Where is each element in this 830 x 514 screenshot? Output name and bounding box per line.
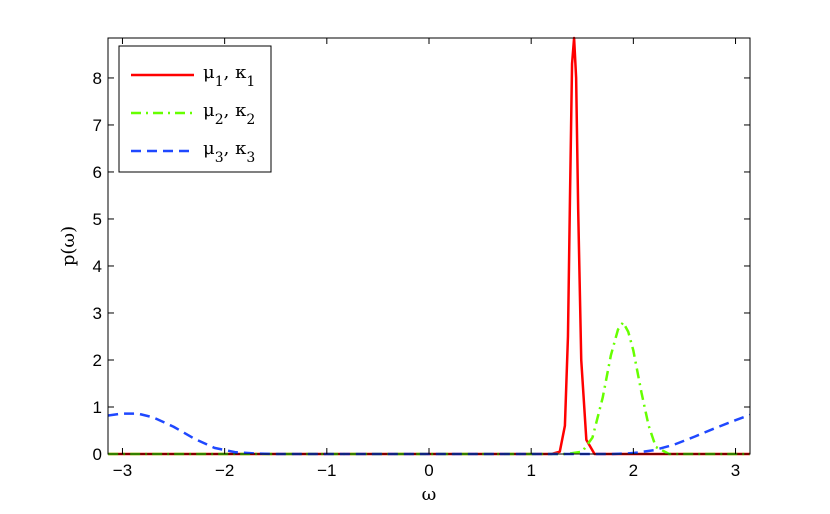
series-line-1 <box>108 36 750 456</box>
x-tick-label: −1 <box>317 461 336 480</box>
y-tick-label: 7 <box>93 116 102 135</box>
x-tick-label: 3 <box>731 461 740 480</box>
legend-box <box>118 45 272 173</box>
x-tick-label: 2 <box>629 461 638 480</box>
y-tick-label: 4 <box>93 257 102 276</box>
x-tick-label: 1 <box>526 461 535 480</box>
series-line-3 <box>107 412 751 456</box>
x-axis-label: ω <box>422 484 437 505</box>
x-tick-label: −2 <box>215 461 234 480</box>
x-tick-label: −3 <box>113 461 132 480</box>
y-axis-label: p(ω) <box>58 226 79 266</box>
tick-layer: −3 −2 −1 0 1 2 3 0 1 2 3 4 5 6 7 8 <box>93 38 750 480</box>
y-tick-label: 6 <box>93 163 102 182</box>
y-tick-label: 0 <box>93 445 102 464</box>
y-tick-label: 8 <box>93 69 102 88</box>
legend-label-1: μ1, κ1 <box>203 62 255 90</box>
y-tick-label: 3 <box>93 304 102 323</box>
y-tick-label: 1 <box>93 398 102 417</box>
y-tick-label: 2 <box>93 351 102 370</box>
series-layer <box>107 36 751 456</box>
series-line-2 <box>108 321 750 456</box>
legend-label-2: μ2, κ2 <box>203 100 255 128</box>
y-tick-label: 5 <box>93 210 102 229</box>
legend: μ1, κ1 μ2, κ2 μ3, κ3 <box>118 45 272 173</box>
legend-label-3: μ3, κ3 <box>203 138 255 166</box>
x-tick-label: 0 <box>424 461 433 480</box>
